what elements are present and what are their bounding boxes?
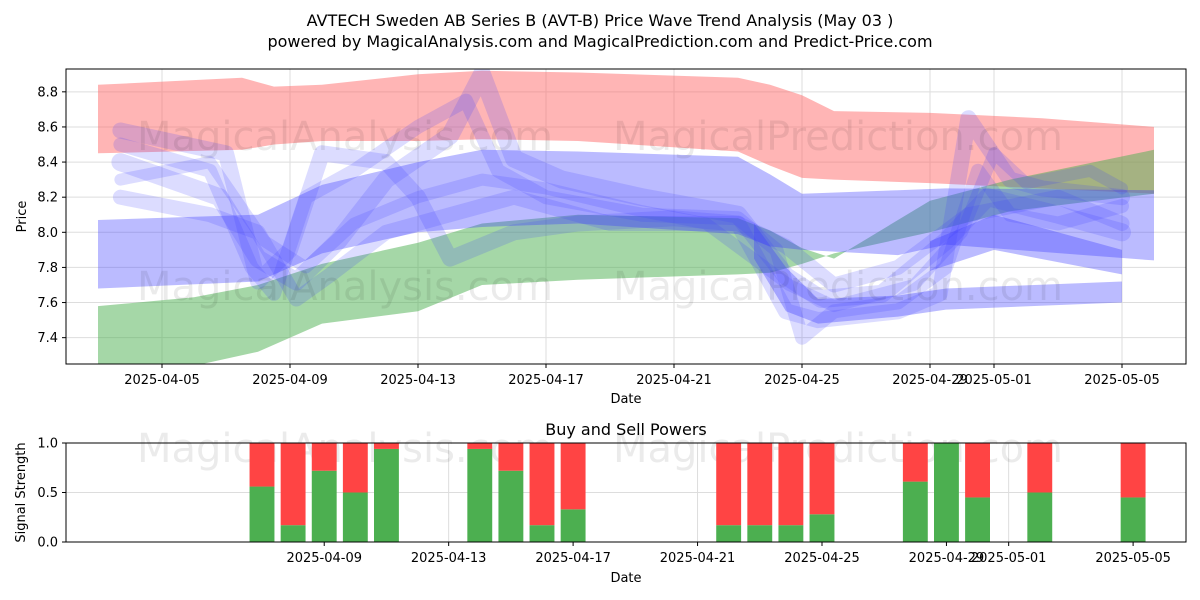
price-y-tick-label: 7.8 bbox=[37, 261, 58, 276]
sell-bar bbox=[529, 443, 555, 526]
chart-title: AVTECH Sweden AB Series B (AVT-B) Price … bbox=[307, 11, 894, 30]
price-panel: MagicalAnalysis.com MagicalPrediction.com… bbox=[15, 68, 1187, 407]
signal-x-tick-label: 2025-04-13 bbox=[411, 551, 487, 566]
price-y-tick-label: 8.2 bbox=[37, 191, 58, 206]
price-y-label: Price bbox=[15, 201, 30, 233]
sell-bar bbox=[809, 443, 835, 515]
wave-line bbox=[113, 93, 1129, 345]
buy-bar bbox=[498, 470, 524, 542]
signal-x-tick-label: 2025-05-05 bbox=[1095, 551, 1171, 566]
signal-x-tick-label: 2025-04-29 bbox=[909, 551, 985, 566]
sell-bar bbox=[280, 443, 306, 526]
sell-bar bbox=[1027, 443, 1053, 493]
sell-bar bbox=[498, 443, 524, 471]
price-y-tick-label: 8.6 bbox=[37, 120, 58, 135]
signal-x-ticks: 2025-04-09 2025-04-13 2025-04-17 2025-04-21… bbox=[286, 542, 1171, 566]
buy-bar bbox=[467, 448, 493, 542]
sell-bar bbox=[747, 443, 773, 526]
price-y-tick-label: 7.6 bbox=[37, 296, 58, 311]
signal-x-tick-label: 2025-04-17 bbox=[535, 551, 611, 566]
price-x-tick-label: 2025-04-13 bbox=[380, 373, 456, 388]
price-y-tick-label: 8.4 bbox=[37, 156, 58, 171]
signal-x-tick-label: 2025-04-09 bbox=[286, 551, 362, 566]
signal-panel: Buy and Sell Powers MagicalAnalysis.comM… bbox=[14, 420, 1187, 586]
buy-bar bbox=[374, 448, 399, 542]
buy-bar bbox=[747, 525, 773, 542]
blue-band-main bbox=[98, 149, 1154, 289]
signal-y-ticks: 0.0 0.5 1.0 bbox=[37, 437, 66, 551]
sell-bar bbox=[965, 443, 990, 498]
sell-bar bbox=[560, 443, 586, 510]
price-x-tick-label: 2025-04-29 bbox=[892, 373, 968, 388]
price-x-ticks: 2025-04-05 2025-04-09 2025-04-13 2025-04-17… bbox=[124, 364, 1160, 388]
red-band bbox=[98, 70, 1154, 194]
price-x-label: Date bbox=[610, 392, 641, 407]
price-x-tick-label: 2025-04-21 bbox=[636, 373, 712, 388]
sell-bar bbox=[467, 443, 493, 449]
buy-bar bbox=[1027, 492, 1053, 542]
buy-bar bbox=[560, 509, 586, 542]
wave-line bbox=[111, 69, 1131, 308]
price-waves bbox=[111, 69, 1131, 345]
buy-bar bbox=[965, 497, 990, 542]
blue-band-low bbox=[754, 223, 1122, 324]
price-bands bbox=[98, 70, 1154, 364]
buy-bar bbox=[716, 525, 742, 542]
price-watermarks: MagicalAnalysis.com MagicalPrediction.com… bbox=[137, 114, 1063, 310]
chart-subtitle: powered by MagicalAnalysis.com and Magic… bbox=[267, 32, 932, 51]
blue-band-right bbox=[930, 214, 1122, 275]
buy-bar bbox=[1120, 497, 1146, 542]
wave-line bbox=[112, 110, 1130, 329]
watermark-text: MagicalPrediction.com bbox=[613, 426, 1063, 472]
signal-title: Buy and Sell Powers bbox=[545, 420, 707, 439]
signal-x-label: Date bbox=[610, 571, 641, 586]
price-y-tick-label: 8.8 bbox=[37, 85, 58, 100]
sell-bar bbox=[374, 443, 399, 449]
sell-bar bbox=[311, 443, 337, 471]
price-x-tick-label: 2025-04-09 bbox=[252, 373, 328, 388]
price-x-tick-label: 2025-04-25 bbox=[764, 373, 840, 388]
signal-y-tick-label: 1.0 bbox=[37, 437, 58, 452]
buy-bar bbox=[311, 470, 337, 542]
buy-bar bbox=[934, 443, 959, 542]
price-y-tick-label: 7.4 bbox=[37, 331, 58, 346]
price-y-ticks: 7.4 7.6 7.8 8.0 8.2 8.4 8.6 8.8 bbox=[37, 85, 66, 346]
watermark-text: MagicalPrediction.com bbox=[613, 264, 1063, 310]
price-y-tick-label: 8.0 bbox=[37, 226, 58, 241]
buy-bar bbox=[280, 525, 306, 542]
signal-y-tick-label: 0.0 bbox=[37, 536, 58, 551]
price-x-tick-label: 2025-04-05 bbox=[124, 373, 200, 388]
buy-bar bbox=[249, 486, 275, 542]
watermark-text: MagicalPrediction.com bbox=[613, 114, 1063, 160]
signal-y-tick-label: 0.5 bbox=[37, 486, 58, 501]
watermark-text: MagicalAnalysis.com bbox=[137, 264, 553, 310]
sell-bar bbox=[716, 443, 742, 526]
signal-x-tick-label: 2025-04-21 bbox=[660, 551, 736, 566]
price-x-tick-label: 2025-05-05 bbox=[1084, 373, 1160, 388]
signal-x-tick-label: 2025-04-25 bbox=[784, 551, 860, 566]
buy-bar bbox=[902, 481, 928, 542]
price-x-tick-label: 2025-04-17 bbox=[508, 373, 584, 388]
buy-bar bbox=[342, 492, 368, 542]
signal-x-tick-label: 2025-05-01 bbox=[971, 551, 1047, 566]
sell-bar bbox=[1120, 443, 1146, 498]
wave-line bbox=[114, 147, 1128, 313]
buy-bar bbox=[529, 525, 555, 542]
buy-bar bbox=[778, 525, 804, 542]
sell-bar bbox=[342, 443, 368, 493]
sell-bar bbox=[902, 443, 928, 482]
buy-bar bbox=[809, 514, 835, 542]
sell-bar bbox=[778, 443, 804, 526]
green-band bbox=[98, 149, 1154, 364]
price-x-tick-label: 2025-05-01 bbox=[956, 373, 1032, 388]
wave-line bbox=[112, 189, 1130, 307]
signal-bars bbox=[249, 443, 1146, 542]
signal-y-label: Signal Strength bbox=[14, 442, 29, 542]
price-axes-frame bbox=[65, 68, 1187, 365]
sell-bar bbox=[249, 443, 275, 487]
watermark-text: MagicalAnalysis.com bbox=[137, 114, 553, 160]
